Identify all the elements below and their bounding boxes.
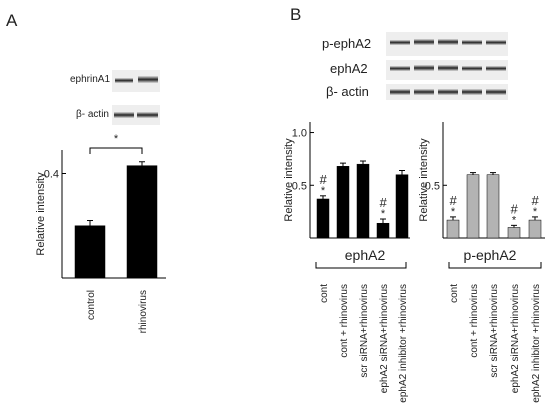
blot-label: ephA2 <box>330 61 368 76</box>
bar <box>74 225 106 279</box>
x-tick-label: scr siRNA+rhinovirus <box>359 284 370 378</box>
bar <box>528 219 542 239</box>
x-tick-label: ephA2 inhibitor +rhinovirus <box>531 284 542 403</box>
hash-mark: # <box>449 193 457 208</box>
bar <box>316 198 330 239</box>
bracket <box>315 262 407 269</box>
x-tick-label: ephA2 siRNA+rhinovirus <box>379 284 390 393</box>
x-tick-label: cont + rhinovirus <box>339 284 350 358</box>
x-tick-label: ephA2 siRNA+rhinovirus <box>510 284 521 393</box>
blot-image <box>112 70 160 125</box>
y-tick-label: 1.0 <box>292 128 307 140</box>
x-axis-label: p-ephA2 <box>464 247 517 263</box>
blot-label: β- actin <box>326 84 369 99</box>
bracket <box>448 262 542 269</box>
blot-label: ephrinA1 <box>70 74 110 85</box>
x-tick-label: rhinovirus <box>138 290 149 333</box>
panel-label: A <box>6 11 18 30</box>
star-mark: * <box>321 185 326 197</box>
bar <box>126 165 158 279</box>
y-axis-label: Relative intensity <box>35 172 47 256</box>
bar <box>395 174 409 239</box>
blot-label: β- actin <box>76 109 109 120</box>
bar <box>466 174 480 239</box>
x-axis-label: ephA2 <box>345 247 386 263</box>
x-tick-label: ephA2 inhibitor +rhinovirus <box>398 284 409 403</box>
hash-mark: # <box>379 195 387 210</box>
x-tick-label: control <box>86 290 97 320</box>
hash-mark: # <box>510 201 518 216</box>
star-mark: * <box>381 208 386 220</box>
bar <box>336 166 350 239</box>
y-tick-label: 0.5 <box>425 180 440 192</box>
bar <box>507 227 521 239</box>
x-tick-label: scr siRNA+rhinovirus <box>489 284 500 378</box>
blot-image <box>386 32 508 100</box>
bar <box>446 219 460 239</box>
hash-mark: # <box>319 172 327 187</box>
x-tick-label: cont <box>449 284 460 303</box>
y-axis-label: Relative intensity <box>418 138 430 222</box>
x-tick-label: cont <box>319 284 330 303</box>
bar <box>486 174 500 239</box>
significance-mark: * <box>114 133 119 145</box>
x-tick-label: cont + rhinovirus <box>469 284 480 358</box>
blot-label: p-ephA2 <box>322 36 371 51</box>
star-mark: * <box>533 206 538 218</box>
star-mark: * <box>512 214 517 226</box>
hash-mark: # <box>531 193 539 208</box>
star-mark: * <box>451 206 456 218</box>
y-axis-label: Relative intensity <box>283 138 295 222</box>
y-tick-label: 0.5 <box>292 180 307 192</box>
y-tick-label: 0.4 <box>44 169 59 181</box>
panel-label: B <box>290 5 301 24</box>
bar <box>356 163 370 239</box>
bar <box>376 222 390 239</box>
significance-bracket <box>89 147 143 154</box>
